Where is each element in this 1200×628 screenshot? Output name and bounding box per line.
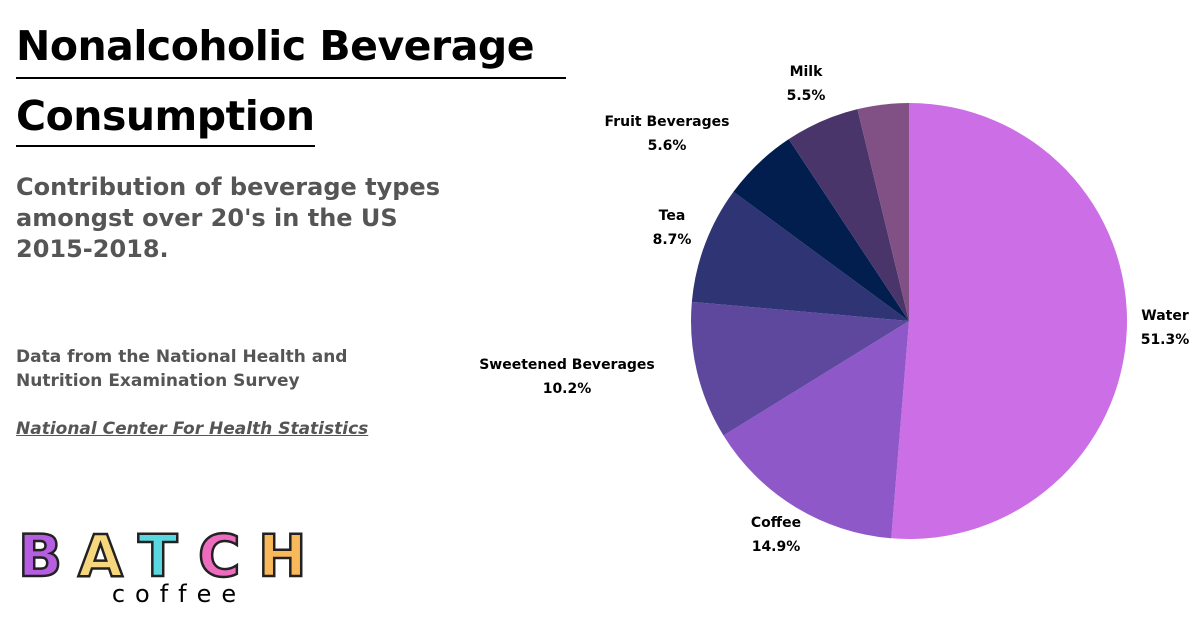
pie-slice-sweetened-beverages [691, 301, 909, 436]
slice-value-label: 5.5% [787, 88, 826, 104]
source-link[interactable]: National Center For Health Statistics [16, 419, 369, 439]
logo-subtext: coffee [112, 580, 246, 608]
source-text: Data from the National Health and Nutrit… [16, 347, 348, 391]
logo-letter: A [78, 522, 123, 590]
slice-value-label: 10.2% [543, 381, 592, 397]
subtitle: Contribution of beverage types amongst o… [16, 173, 440, 264]
slice-value-label: 5.6% [648, 138, 687, 154]
slice-value-label: 14.9% [752, 539, 801, 555]
slice-label: Fruit Beverages [605, 114, 730, 130]
slice-label: Water [1141, 308, 1189, 324]
pie-slice-water [891, 103, 1128, 540]
logo-letter: C [198, 522, 241, 590]
logo-letter: B [18, 522, 62, 590]
slice-label: Tea [659, 208, 686, 224]
page-title-line-1: Nonalcoholic Beverage [16, 26, 566, 79]
pie-slice-tea [691, 191, 909, 321]
logo-letter: H [258, 522, 307, 590]
pie-slice [857, 103, 909, 321]
slice-label: Sweetened Beverages [479, 357, 655, 373]
page-title-line-2: Consumption [16, 96, 315, 147]
slice-label: Coffee [751, 515, 801, 531]
slice-value-label: 51.3% [1141, 332, 1190, 348]
pie-slice-fruit-beverages [733, 139, 909, 321]
pie-slice-milk [788, 109, 909, 321]
slice-label: Milk [790, 64, 824, 80]
slice-value-label: 8.7% [653, 232, 692, 248]
pie-slice-coffee [723, 321, 909, 539]
logo-letter: T [138, 522, 178, 590]
